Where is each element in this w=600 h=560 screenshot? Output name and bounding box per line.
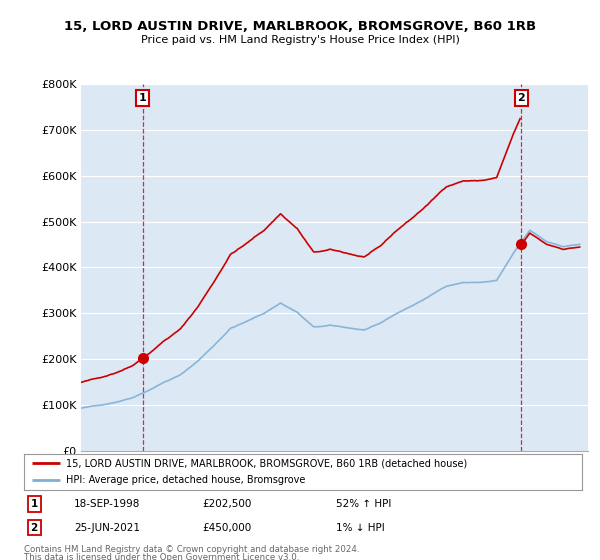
Text: 1: 1 — [139, 93, 147, 103]
Text: Contains HM Land Registry data © Crown copyright and database right 2024.: Contains HM Land Registry data © Crown c… — [24, 545, 359, 554]
Text: 15, LORD AUSTIN DRIVE, MARLBROOK, BROMSGROVE, B60 1RB (detached house): 15, LORD AUSTIN DRIVE, MARLBROOK, BROMSG… — [66, 459, 467, 468]
Text: 52% ↑ HPI: 52% ↑ HPI — [337, 499, 392, 508]
Text: Price paid vs. HM Land Registry's House Price Index (HPI): Price paid vs. HM Land Registry's House … — [140, 35, 460, 45]
Text: £202,500: £202,500 — [203, 499, 252, 508]
Text: 15, LORD AUSTIN DRIVE, MARLBROOK, BROMSGROVE, B60 1RB: 15, LORD AUSTIN DRIVE, MARLBROOK, BROMSG… — [64, 20, 536, 32]
Text: 25-JUN-2021: 25-JUN-2021 — [74, 522, 140, 533]
Text: HPI: Average price, detached house, Bromsgrove: HPI: Average price, detached house, Brom… — [66, 475, 305, 485]
Text: 2: 2 — [517, 93, 525, 103]
Text: 1% ↓ HPI: 1% ↓ HPI — [337, 522, 385, 533]
Text: This data is licensed under the Open Government Licence v3.0.: This data is licensed under the Open Gov… — [24, 553, 299, 560]
Text: 18-SEP-1998: 18-SEP-1998 — [74, 499, 140, 508]
Text: £450,000: £450,000 — [203, 522, 252, 533]
Text: 2: 2 — [31, 522, 38, 533]
Text: 1: 1 — [31, 499, 38, 508]
